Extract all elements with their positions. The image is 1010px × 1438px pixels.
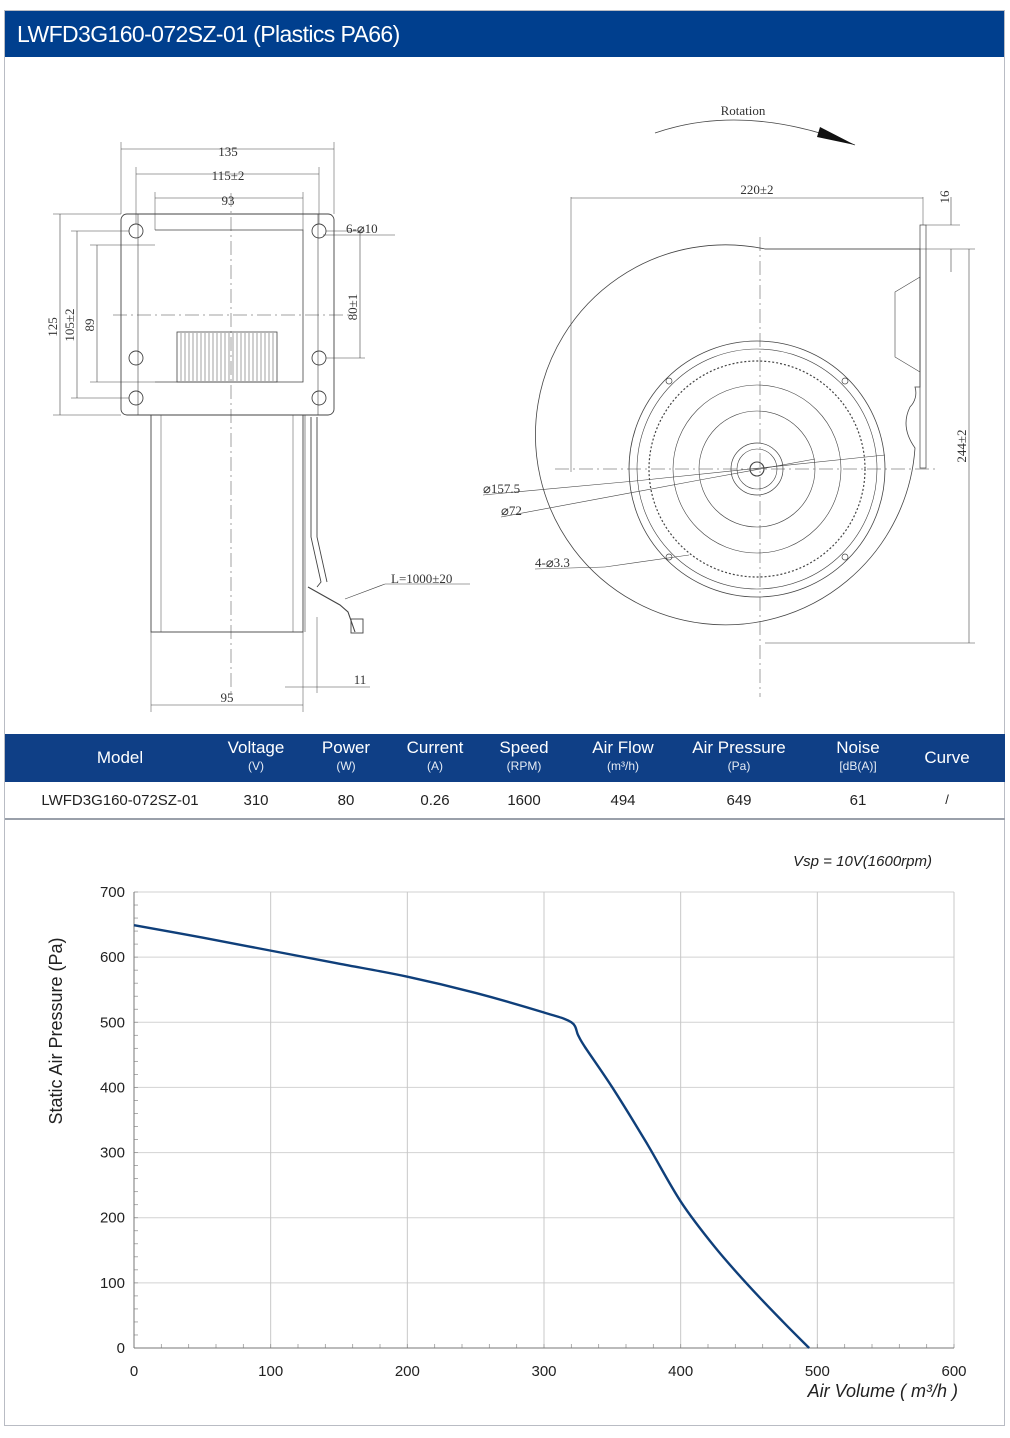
mount-hole [128, 390, 144, 406]
mount-hole [311, 390, 327, 406]
dim-105: 105±2 [62, 308, 77, 341]
header-airflow: Air Flow (m³/h) [592, 738, 654, 773]
dim-125: 125 [45, 317, 60, 337]
x-tick-label: 500 [805, 1363, 830, 1380]
x-axis-label: Air Volume ( m³/h ) [807, 1381, 958, 1401]
header-current: Current (A) [406, 738, 464, 773]
cell-current: 0.26 [420, 792, 450, 809]
dim-80: 80±1 [345, 294, 360, 321]
y-tick-label: 700 [100, 884, 125, 901]
mount-hole [311, 223, 327, 239]
technical-drawing: 135 115±2 93 6-⌀10 125 105±2 89 80±1 L=1… [5, 57, 1005, 733]
dim-244: 244±2 [954, 429, 969, 462]
cell-curve: / [945, 792, 949, 807]
y-axis-label: Static Air Pressure (Pa) [46, 937, 66, 1124]
scroll-housing [535, 244, 921, 626]
datasheet-page: LWFD3G160-072SZ-01 (Plastics PA66) [4, 10, 1005, 1426]
chart-svg: 0 100 200 300 400 500 600 700 0 100 200 300 400 500 60… [46, 853, 967, 1401]
header-voltage: Voltage (V) [227, 738, 285, 773]
dim-holes: 6-⌀10 [346, 221, 378, 236]
spec-table-header: Model Voltage (V) Power (W) Current (A) … [5, 734, 1005, 782]
cell-airflow: 494 [610, 792, 636, 809]
spec-table: Model Voltage (V) Power (W) Current (A) … [5, 734, 1005, 820]
dim-89: 89 [82, 319, 97, 332]
housing-body [150, 414, 304, 633]
flange-plate [120, 213, 335, 416]
dim-93: 93 [222, 193, 235, 208]
dim-135: 135 [218, 144, 238, 159]
dim-16: 16 [937, 190, 952, 204]
x-tick-label: 100 [258, 1363, 283, 1380]
front-view-labels: Rotation 220±2 16 244±2 ⌀157.5 ⌀72 4-⌀3.… [483, 103, 969, 570]
mount-hole [311, 350, 327, 366]
x-tick-label: 200 [395, 1363, 420, 1380]
header-speed: Speed (RPM) [499, 738, 549, 773]
cable [310, 417, 322, 588]
pressure-curve [133, 924, 810, 1349]
cell-airpressure: 649 [726, 792, 752, 809]
header-airpressure: Air Pressure (Pa) [692, 738, 786, 773]
header-power: Power (W) [321, 738, 371, 773]
mount-hole [128, 223, 144, 239]
mount-hole [128, 350, 144, 366]
spec-table-row: LWFD3G160-072SZ-01 310 80 0.26 1600 494 … [5, 782, 1005, 820]
cell-speed: 1600 [507, 792, 541, 809]
x-tick-label: 0 [130, 1363, 138, 1380]
dim-cable: L=1000±20 [391, 571, 452, 586]
x-tick-label: 600 [941, 1363, 966, 1380]
header-model: Model [96, 748, 144, 767]
rotation-label: Rotation [721, 103, 766, 118]
side-view [53, 142, 470, 712]
front-view [482, 119, 975, 697]
dim-95: 95 [221, 690, 234, 705]
performance-chart: 0 100 200 300 400 500 600 700 0 100 200 300 400 500 60… [5, 831, 1005, 1427]
cell-voltage: 310 [243, 792, 269, 809]
speed-annotation: Vsp = 10V(1600rpm) [793, 853, 932, 870]
y-tick-label: 200 [100, 1210, 125, 1227]
dim-115: 115±2 [212, 168, 245, 183]
drawing-svg: 135 115±2 93 6-⌀10 125 105±2 89 80±1 L=1… [45, 103, 975, 712]
side-view-labels: 135 115±2 93 6-⌀10 125 105±2 89 80±1 L=1… [45, 144, 452, 705]
cell-model: LWFD3G160-072SZ-01 [41, 792, 199, 809]
y-tick-label: 500 [100, 1014, 125, 1031]
y-tick-label: 400 [100, 1079, 125, 1096]
cell-noise: 61 [849, 792, 867, 809]
dim-220: 220±2 [740, 182, 773, 197]
cell-power: 80 [337, 792, 355, 809]
y-tick-label: 0 [117, 1340, 125, 1357]
x-tick-label: 300 [531, 1363, 556, 1380]
y-tick-label: 300 [100, 1145, 125, 1162]
dim-157: ⌀157.5 [483, 481, 520, 496]
y-tick-label: 100 [100, 1275, 125, 1292]
y-tick-label: 600 [100, 949, 125, 966]
dim-72: ⌀72 [501, 503, 522, 518]
header-curve: Curve [924, 748, 970, 767]
title-bar: LWFD3G160-072SZ-01 (Plastics PA66) [5, 11, 1004, 57]
x-tick-label: 400 [668, 1363, 693, 1380]
dim-33: 4-⌀3.3 [535, 555, 570, 570]
header-noise: Noise [dB(A)] [836, 738, 880, 773]
dim-11: 11 [354, 672, 367, 687]
product-title: LWFD3G160-072SZ-01 (Plastics PA66) [17, 21, 400, 47]
